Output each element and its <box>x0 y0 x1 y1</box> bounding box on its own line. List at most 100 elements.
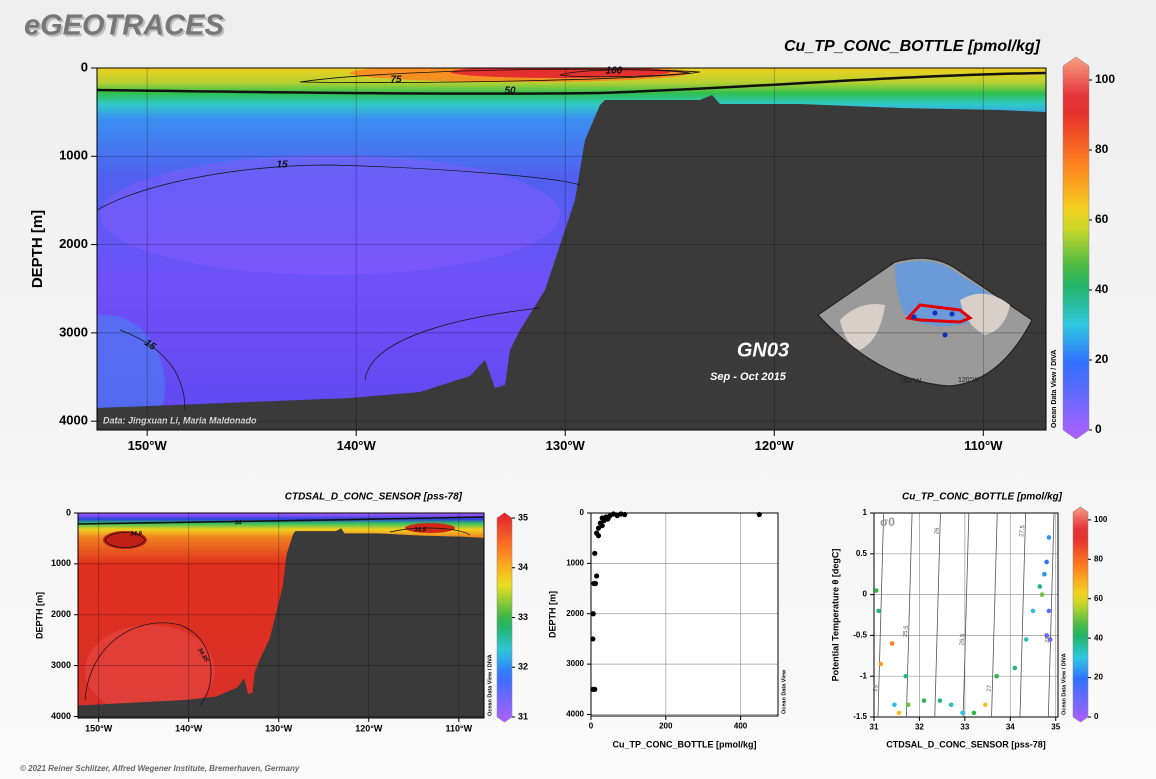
y-tick-label: 0 <box>66 507 71 517</box>
colorbar-tick-label: 20 <box>1095 352 1109 366</box>
contour-label: 50 <box>504 86 516 97</box>
isopycnals <box>874 513 1055 717</box>
isopycnal <box>991 513 998 717</box>
colorbar-tick-label: 34 <box>518 562 528 572</box>
colorbar-tick-label: 60 <box>1094 594 1103 603</box>
cruise-track <box>905 303 973 324</box>
map-land <box>960 293 1010 335</box>
isopycnal <box>962 513 970 717</box>
data-point <box>601 517 607 524</box>
contour-label: 34.9 <box>130 532 142 538</box>
data-point <box>1046 535 1052 540</box>
data-point <box>983 702 988 708</box>
x-tick-label: 200 <box>659 722 673 731</box>
x-tick-label: 31 <box>870 723 879 732</box>
station <box>942 332 948 338</box>
data-point <box>1030 608 1036 614</box>
data-point <box>591 580 597 587</box>
data-point <box>614 512 620 519</box>
x-tick-label: 110°W <box>964 438 1003 453</box>
colorbar-tick-label: 31 <box>518 711 528 721</box>
map-land <box>840 304 885 350</box>
isopycnal <box>934 513 941 717</box>
contour <box>97 71 1046 95</box>
cruise-dates: Sep - Oct 2015 <box>710 371 787 383</box>
data-point <box>994 673 999 679</box>
y-tick-label: -1.5 <box>853 712 867 721</box>
x-axis-label: Cu_TP_CONC_BOTTLE [pmol/kg] <box>612 739 756 749</box>
map-label: 150°W <box>900 377 921 385</box>
isopycnal <box>1019 513 1027 717</box>
y-tick-label: 0 <box>81 59 88 74</box>
chart-title: Cu_TP_CONC_BOTTLE [pmol/kg] <box>902 492 1063 503</box>
y-tick-label: 3000 <box>566 659 584 668</box>
y-axis-label: DEPTH [m] <box>547 591 557 638</box>
x-tick-label: 130°W <box>546 438 586 453</box>
colorbar <box>496 512 513 723</box>
colorbar <box>1062 56 1090 440</box>
data-point <box>948 702 954 708</box>
x-tick-label: 0 <box>589 722 594 731</box>
x-tick-label: 34 <box>1006 723 1015 732</box>
isopycnal <box>905 513 913 717</box>
colorbar-tick-label: 0 <box>1094 712 1099 721</box>
isopycnal-label: 27 <box>987 684 994 692</box>
contour <box>78 516 484 525</box>
x-tick-label: 130°W <box>265 724 293 734</box>
field-patch <box>100 155 560 275</box>
y-tick-label: 1000 <box>51 558 71 568</box>
isopycnal-label: 25.5 <box>903 625 910 638</box>
data-point <box>1012 665 1018 671</box>
x-tick-label: 35 <box>1051 723 1060 732</box>
station <box>932 310 938 316</box>
colorbar-tick-label: 32 <box>518 662 528 672</box>
data-point <box>1037 584 1043 589</box>
contours <box>97 68 1046 411</box>
data-point <box>1046 608 1052 614</box>
data-point <box>960 710 965 716</box>
plot-frame <box>77 512 485 719</box>
y-tick-label: 4000 <box>59 413 88 428</box>
data-point <box>599 522 605 529</box>
field-patch <box>450 68 670 78</box>
y-axis-label: DEPTH [m] <box>34 592 44 639</box>
inset-map: 150°W 120°W <box>817 257 1033 387</box>
x-tick-label: 120°W <box>755 438 795 453</box>
data-point <box>1044 633 1049 638</box>
station <box>949 311 955 317</box>
map-label: 120°W <box>958 376 979 384</box>
colorbar-tick-label: 100 <box>1095 72 1115 86</box>
y-tick-label: 2000 <box>51 609 71 619</box>
plot-frame <box>873 512 1059 718</box>
colorbar-tick-label: 20 <box>1094 673 1103 682</box>
data-point <box>896 710 902 716</box>
chart-title: CTDSAL_D_CONC_SENSOR [pss-78] <box>285 492 463 503</box>
y-tick-label: 3000 <box>59 324 88 339</box>
chart-0: 150°W 140°W 130°W 120°W 110°W010002000300040… <box>29 38 1115 453</box>
y-tick-label: 0 <box>863 590 868 599</box>
data-point <box>903 673 909 679</box>
colorbar-tick-label: 100 <box>1094 515 1108 524</box>
data-point <box>595 525 602 531</box>
plot-frame <box>96 67 1047 431</box>
contour <box>389 527 471 536</box>
x-tick-label: 120°W <box>355 724 383 734</box>
y-tick-label: -0.5 <box>853 631 867 640</box>
section-field <box>78 513 484 718</box>
isopycnal-label: 27.5 <box>1019 524 1026 537</box>
x-axis-label: CTDSAL_D_CONC_SENSOR [pss-78] <box>886 739 1046 749</box>
y-tick-label: 4000 <box>566 710 584 719</box>
chart-3: 31 32 33 34 35 1 0.5 0 -0.5 -1 -1.5 Cu_TP_CONC_BOTT… <box>830 492 1108 750</box>
contour <box>104 532 146 548</box>
data-point <box>971 710 977 716</box>
data-point <box>594 573 600 579</box>
data-point <box>889 641 895 646</box>
data-point <box>1044 559 1049 565</box>
data-point <box>921 698 927 703</box>
watermark: Ocean Data View / DIVA <box>1061 653 1067 715</box>
y-tick-label: 1 <box>863 508 868 517</box>
copyright: © 2021 Reiner Schlitzer, Alfred Wegener … <box>20 764 300 773</box>
isopycnal <box>877 513 885 717</box>
contour <box>97 164 581 211</box>
